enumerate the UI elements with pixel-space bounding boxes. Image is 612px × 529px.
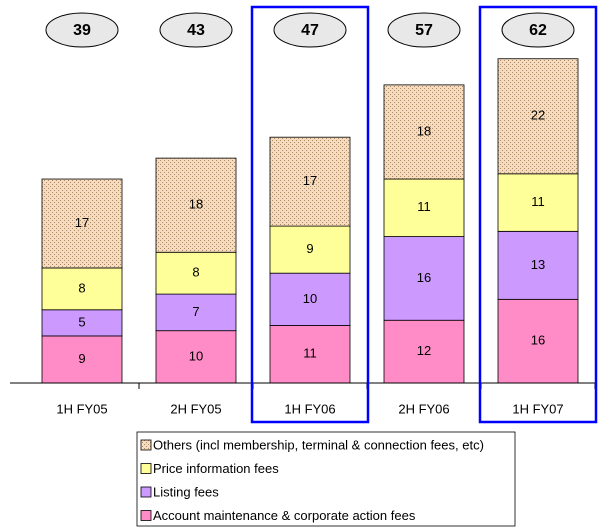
x-tick-label: 2H FY06 <box>398 401 449 416</box>
total-oval <box>45 12 119 48</box>
value-label: 10 <box>189 348 203 363</box>
value-label: 11 <box>303 346 317 361</box>
value-label: 18 <box>417 123 431 138</box>
x-tick-label: 1H FY05 <box>56 401 107 416</box>
legend-swatch <box>140 463 152 474</box>
value-label: 16 <box>531 333 545 348</box>
bar-segment <box>41 309 123 337</box>
bar-segment <box>155 293 237 332</box>
x-tick-label: 1H FY06 <box>284 401 335 416</box>
value-label: 11 <box>417 199 431 214</box>
bar-segment <box>497 173 579 232</box>
bar-segment <box>269 225 351 274</box>
bar-segment <box>383 236 465 321</box>
bar-segment <box>383 84 465 180</box>
bar-segment <box>497 230 579 300</box>
value-label: 18 <box>189 197 203 212</box>
value-label: 17 <box>75 215 89 230</box>
bar-segment <box>269 272 351 326</box>
x-tick-label: 2H FY05 <box>170 401 221 416</box>
legend-label: Account maintenance & corporate action f… <box>153 508 416 523</box>
total-oval <box>501 12 575 48</box>
legend-label: Price information fees <box>153 461 279 476</box>
highlight-box <box>478 5 598 424</box>
legend-label: Listing fees <box>153 484 219 499</box>
bar-segment <box>497 298 579 384</box>
bar-segment <box>155 251 237 295</box>
legend-box <box>136 431 516 527</box>
value-label: 16 <box>417 270 431 285</box>
total-label: 43 <box>187 22 205 39</box>
total-label: 39 <box>73 22 91 39</box>
value-label: 11 <box>531 194 545 209</box>
total-label: 57 <box>415 22 433 39</box>
total-oval <box>273 12 347 48</box>
bar-segment <box>383 178 465 237</box>
legend-swatch <box>140 439 152 451</box>
value-label: 8 <box>78 280 85 295</box>
bar-segment <box>41 178 123 269</box>
value-label: 9 <box>306 241 313 256</box>
bar-segment <box>269 136 351 227</box>
value-label: 12 <box>417 343 431 358</box>
value-label: 9 <box>78 351 85 366</box>
legend-label: Others (incl membership, terminal & conn… <box>153 437 484 452</box>
x-tick-label: 1H FY07 <box>512 401 563 416</box>
total-oval <box>159 12 233 48</box>
value-label: 8 <box>192 265 199 280</box>
legend-swatch <box>140 486 152 498</box>
bar-segment <box>497 58 579 175</box>
legend-swatch <box>140 510 152 521</box>
value-label: 5 <box>78 314 85 329</box>
value-label: 17 <box>303 173 317 188</box>
value-label: 7 <box>192 304 199 319</box>
total-label: 47 <box>301 22 319 39</box>
highlight-box <box>250 5 370 424</box>
value-label: 22 <box>531 108 545 123</box>
total-label: 62 <box>529 22 547 39</box>
bar-segment <box>41 335 123 384</box>
value-label: 10 <box>303 291 317 306</box>
bar-segment <box>155 330 237 384</box>
total-oval <box>387 12 461 48</box>
bar-segment <box>155 157 237 253</box>
value-label: 13 <box>531 257 545 272</box>
